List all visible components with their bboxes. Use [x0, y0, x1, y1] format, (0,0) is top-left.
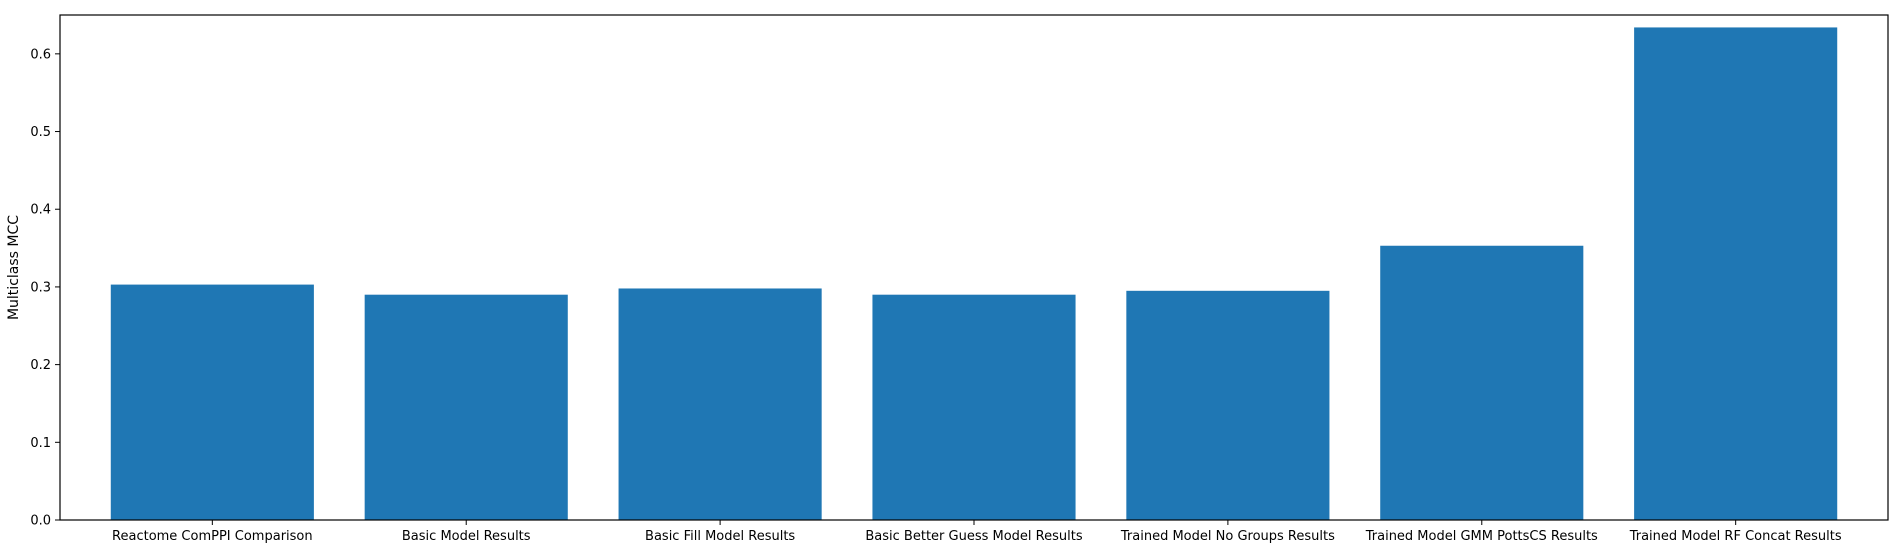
- bar-4: [1126, 290, 1330, 520]
- plot-frame: [59, 14, 1889, 521]
- x-tick-label: Basic Better Guess Model Results: [865, 529, 1082, 544]
- y-tick-label: 0.3: [30, 280, 51, 295]
- y-tick-label: 0.0: [30, 514, 51, 529]
- x-tick-label: Trained Model No Groups Results: [1120, 529, 1335, 544]
- y-axis-label: Multiclass MCC: [6, 215, 22, 320]
- x-tick-label: Reactome ComPPI Comparison: [112, 529, 313, 544]
- bar-2: [618, 288, 822, 520]
- x-tick-label: Basic Fill Model Results: [645, 529, 795, 544]
- y-tick-label: 0.1: [30, 436, 51, 451]
- y-tick-label: 0.6: [30, 47, 51, 62]
- bars-group: [110, 27, 1838, 521]
- bar-6: [1634, 27, 1838, 521]
- y-tick-label: 0.5: [30, 125, 51, 140]
- bar-1: [364, 294, 568, 520]
- y-axis: 0.0 0.1 0.2 0.3 0.4 0.5 0.6: [30, 47, 60, 529]
- x-tick-label: Basic Model Results: [402, 529, 531, 544]
- y-tick-label: 0.4: [30, 203, 51, 218]
- y-tick-label: 0.2: [30, 358, 51, 373]
- x-tick-label: Trained Model RF Concat Results: [1629, 529, 1842, 544]
- x-axis: Reactome ComPPI Comparison Basic Model Re…: [112, 520, 1842, 544]
- bar-3: [872, 294, 1076, 520]
- bar-0: [110, 284, 314, 520]
- x-tick-label: Trained Model GMM PottsCS Results: [1365, 529, 1598, 544]
- bar-5: [1380, 245, 1584, 520]
